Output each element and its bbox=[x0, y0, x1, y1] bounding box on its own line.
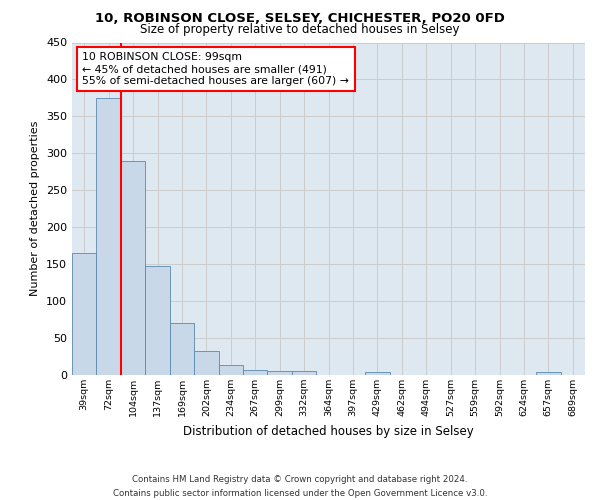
Bar bbox=[536, 372, 560, 375]
Bar bbox=[145, 266, 170, 375]
Bar bbox=[365, 372, 389, 375]
Bar bbox=[72, 253, 97, 375]
Bar bbox=[170, 324, 194, 375]
Y-axis label: Number of detached properties: Number of detached properties bbox=[31, 121, 40, 296]
Bar bbox=[97, 98, 121, 375]
Bar bbox=[218, 364, 243, 375]
Text: Contains HM Land Registry data © Crown copyright and database right 2024.
Contai: Contains HM Land Registry data © Crown c… bbox=[113, 476, 487, 498]
Bar bbox=[121, 160, 145, 375]
Bar bbox=[194, 350, 218, 375]
X-axis label: Distribution of detached houses by size in Selsey: Distribution of detached houses by size … bbox=[183, 424, 474, 438]
Text: 10 ROBINSON CLOSE: 99sqm
← 45% of detached houses are smaller (491)
55% of semi-: 10 ROBINSON CLOSE: 99sqm ← 45% of detach… bbox=[82, 52, 349, 86]
Text: Size of property relative to detached houses in Selsey: Size of property relative to detached ho… bbox=[140, 22, 460, 36]
Bar bbox=[292, 372, 316, 375]
Bar bbox=[268, 370, 292, 375]
Bar bbox=[243, 370, 268, 375]
Text: 10, ROBINSON CLOSE, SELSEY, CHICHESTER, PO20 0FD: 10, ROBINSON CLOSE, SELSEY, CHICHESTER, … bbox=[95, 12, 505, 26]
